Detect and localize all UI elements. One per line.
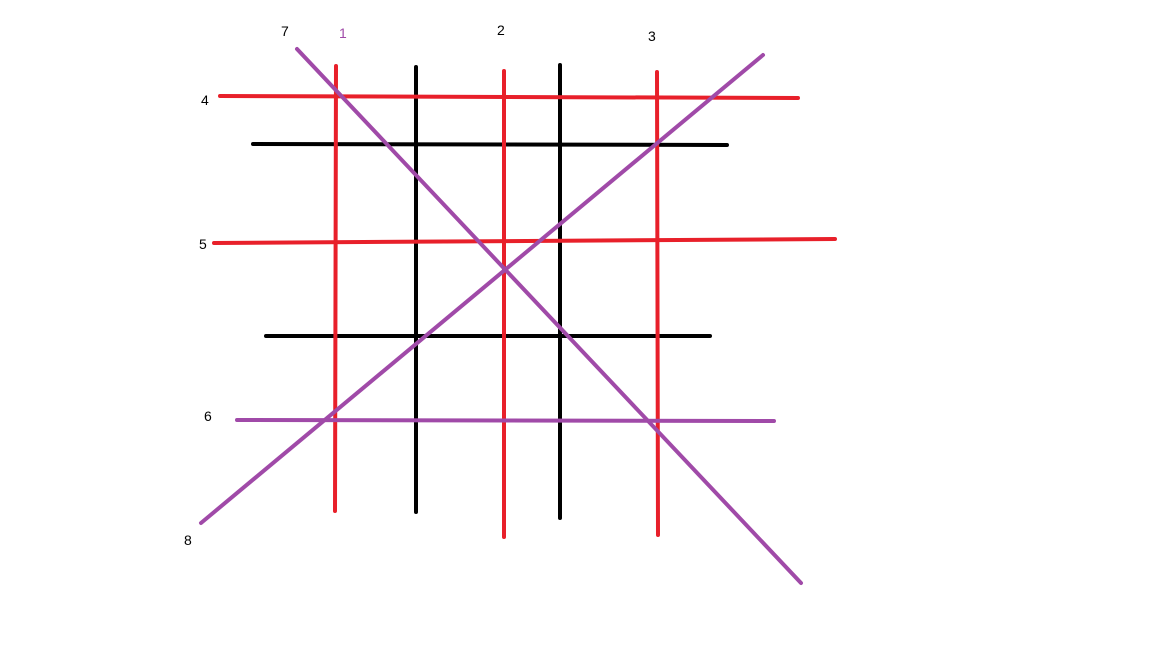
red-lines	[212, 64, 837, 539]
red-line-5	[212, 237, 837, 245]
label-5: 5	[199, 236, 207, 252]
label-7: 7	[281, 23, 289, 39]
red-line-4	[218, 94, 800, 100]
label-2: 2	[497, 22, 505, 38]
purple-line-7	[295, 47, 803, 585]
label-8: 8	[184, 532, 192, 548]
red-line-3	[655, 70, 660, 537]
purple-line-8	[199, 53, 765, 525]
purple-line-6	[235, 418, 776, 423]
label-6: 6	[204, 408, 212, 424]
label-3: 3	[648, 28, 656, 44]
line-labels: 1 2 3 4 5 6 7 8	[184, 22, 656, 548]
black-lines	[251, 63, 729, 520]
label-1: 1	[339, 25, 347, 41]
black-line-horizontal-upper	[251, 142, 729, 147]
label-4: 4	[201, 92, 209, 108]
red-line-1	[333, 64, 338, 513]
purple-lines	[199, 47, 803, 585]
